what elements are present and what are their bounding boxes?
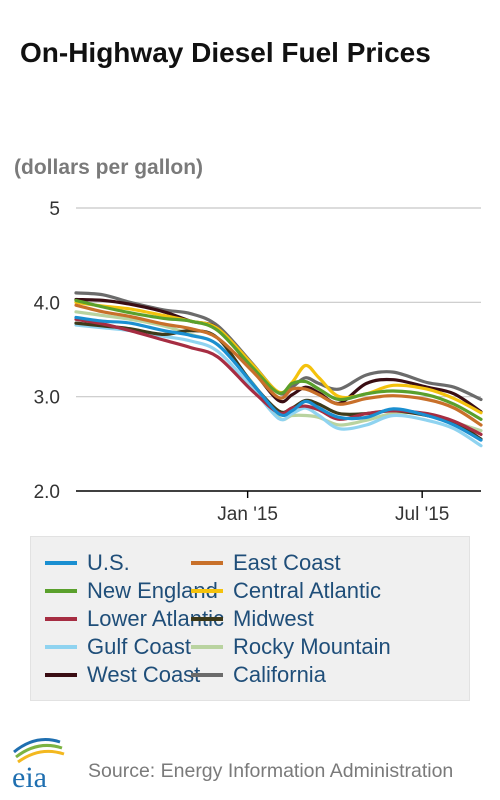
legend-swatch [45,561,77,565]
legend-item-california: California [191,661,326,689]
logo-swoosh-green [15,744,63,759]
series-line-new-england [74,298,483,421]
legend-item-central-atlantic: Central Atlantic [191,577,381,605]
legend-label: California [233,662,326,687]
axis-layer: 2.0 3.0 4.0 5 Jan '15 Jul '15 [34,199,481,525]
legend-label: Midwest [233,606,314,631]
y-axis-unit-label: (dollars per gallon) [14,156,204,179]
footer: eia Source: Energy Information Administr… [8,730,500,794]
legend-label: Rocky Mountain [233,634,391,659]
x-tick-label: Jan '15 [217,504,278,525]
legend-label: Central Atlantic [233,578,381,603]
legend-item-u-s: U.S. [45,549,130,577]
legend-swatch [45,673,77,677]
legend-item-gulf-coast: Gulf Coast [45,633,191,661]
source-note: Source: Energy Information Administratio… [88,760,454,782]
y-tick-label: 2.0 [34,482,60,503]
legend-item-midwest: Midwest [191,605,314,633]
legend-label: East Coast [233,550,341,575]
series-line-east-coast [74,303,483,427]
legend-label: U.S. [87,550,130,575]
legend-label: West Coast [87,662,201,687]
x-tick-label: Jul '15 [395,504,449,525]
series-layer [74,291,483,448]
chart-title: On-Highway Diesel Fuel Prices [20,37,431,68]
y-tick-label: 5 [49,199,60,220]
legend-swatch [191,673,223,677]
legend-swatch [45,589,77,593]
eia-logo: eia [12,738,65,792]
y-tick-label: 3.0 [34,388,60,409]
legend-item-east-coast: East Coast [191,549,341,577]
legend-swatch [45,645,77,649]
legend-item-west-coast: West Coast [45,661,200,689]
legend-swatch [191,645,223,649]
legend-item-rocky-mountain: Rocky Mountain [191,633,391,661]
logo-swoosh-blue [13,738,61,754]
legend-label: Gulf Coast [87,634,191,659]
y-tick-label: 4.0 [34,293,60,314]
series-line-west-coast [74,297,483,414]
series-line-u-s [74,315,483,442]
legend: U.S. East Coast New England Central Atlanti… [30,536,470,701]
legend-swatch [191,617,223,621]
legend-swatch [191,561,223,565]
line-chart: 2.0 3.0 4.0 5 Jan '15 Jul '15 [34,199,483,525]
legend-swatch [191,589,223,593]
logo-swoosh-yellow [17,749,65,764]
logo-wordmark: eia [12,761,47,792]
legend-swatch [45,617,77,621]
